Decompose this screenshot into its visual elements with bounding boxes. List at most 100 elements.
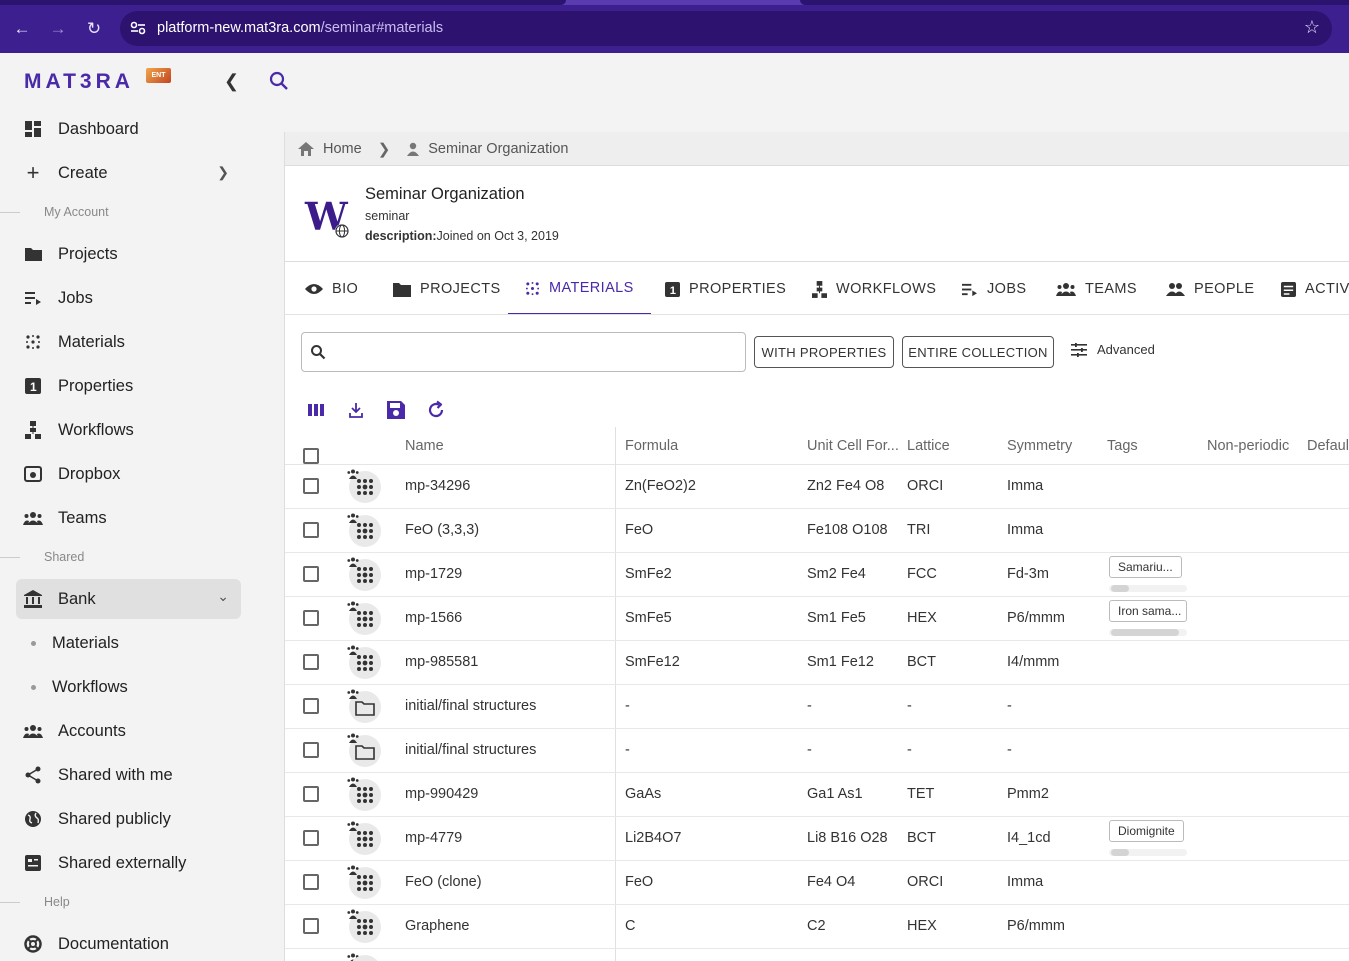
sidebar-item-teams[interactable]: Teams <box>16 498 241 538</box>
sidebar-subitem-materials[interactable]: Materials <box>16 623 241 663</box>
advanced-filter-button[interactable]: Advanced <box>1071 342 1155 357</box>
col-symmetry[interactable]: Symmetry <box>1007 438 1072 454</box>
table-row[interactable]: mp-34296 Zn(FeO2)2 Zn2 Fe4 O8 ORCI Imma <box>285 465 1349 509</box>
col-default[interactable]: Default <box>1307 438 1349 454</box>
col-formula[interactable]: Formula <box>625 438 678 454</box>
home-icon <box>297 142 315 156</box>
sidebar-subitem-workflows[interactable]: Workflows <box>16 667 241 707</box>
sidebar-item-label: Workflows <box>58 421 134 440</box>
row-checkbox[interactable] <box>303 566 319 582</box>
sidebar-item-jobs[interactable]: Jobs <box>16 278 241 318</box>
row-checkbox[interactable] <box>303 874 319 890</box>
cell-name[interactable]: mp-34296 <box>405 478 470 494</box>
entire-collection-button[interactable]: ENTIRE COLLECTION <box>902 336 1054 368</box>
global-search-icon[interactable] <box>268 70 290 92</box>
bookmark-star-icon[interactable]: ☆ <box>1304 17 1320 38</box>
col-name[interactable]: Name <box>405 438 444 454</box>
tab-label: JOBS <box>987 281 1026 297</box>
table-row[interactable]: Graphene C C2 HEX P6/mmm <box>285 905 1349 949</box>
tab-people[interactable]: PEOPLE <box>1166 263 1254 315</box>
search-input[interactable] <box>336 341 736 363</box>
cell-name[interactable]: initial/final structures <box>405 698 536 714</box>
table-row-partial[interactable] <box>285 949 1349 961</box>
tab-jobs[interactable]: JOBS <box>961 263 1026 315</box>
collapse-sidebar-icon[interactable]: ❮ <box>224 71 239 92</box>
cell-unit-cell: Sm1 Fe12 <box>807 654 874 670</box>
sidebar-item-bank[interactable]: Bank ⌄ <box>16 579 241 619</box>
tab-activity[interactable]: ACTIVI <box>1281 263 1349 315</box>
table-row[interactable]: mp-4779 Li2B4O7 Li8 B16 O28 BCT I4_1cd Diomig… <box>285 817 1349 861</box>
download-icon[interactable] <box>345 399 367 421</box>
site-settings-icon[interactable] <box>128 18 148 38</box>
row-checkbox[interactable] <box>303 742 319 758</box>
sidebar-item-dropbox[interactable]: Dropbox <box>16 454 241 494</box>
sidebar-item-materials[interactable]: Materials <box>16 322 241 362</box>
sidebar-item-dashboard[interactable]: Dashboard <box>16 109 241 149</box>
tag-chip[interactable]: Samariu... <box>1109 556 1182 578</box>
tab-teams[interactable]: TEAMS <box>1056 263 1137 315</box>
row-checkbox[interactable] <box>303 478 319 494</box>
col-non-periodic[interactable]: Non-periodic <box>1207 438 1289 454</box>
sidebar-item-properties[interactable]: 1 Properties <box>16 366 241 406</box>
cell-name[interactable]: Graphene <box>405 918 470 934</box>
cell-name[interactable]: mp-1729 <box>405 566 462 582</box>
col-lattice[interactable]: Lattice <box>907 438 950 454</box>
tab-workflows[interactable]: WORKFLOWS <box>812 263 936 315</box>
table-row[interactable]: FeO (clone) FeO Fe4 O4 ORCI Imma <box>285 861 1349 905</box>
tab-bio[interactable]: BIO <box>305 263 358 315</box>
tab-projects[interactable]: PROJECTS <box>393 263 501 315</box>
breadcrumb-home[interactable]: Home <box>323 141 362 157</box>
reload-icon[interactable]: ↻ <box>83 18 105 40</box>
sidebar-item-shared-externally[interactable]: Shared externally <box>16 843 241 883</box>
cell-name[interactable]: FeO (clone) <box>405 874 482 890</box>
tag-chip[interactable]: Diomignite <box>1109 820 1184 842</box>
tag-scrollbar-thumb[interactable] <box>1111 849 1129 856</box>
columns-icon[interactable] <box>305 399 327 421</box>
address-bar[interactable]: platform-new.mat3ra.com/seminar#material… <box>120 11 1332 46</box>
table-row[interactable]: mp-985581 SmFe12 Sm1 Fe12 BCT I4/mmm <box>285 641 1349 685</box>
breadcrumb-org[interactable]: Seminar Organization <box>428 141 568 157</box>
sidebar-item-create[interactable]: + Create ❯ <box>16 153 241 193</box>
cell-name[interactable]: mp-985581 <box>405 654 478 670</box>
tab-properties[interactable]: 1 PROPERTIES <box>665 263 786 315</box>
sidebar-item-projects[interactable]: Projects <box>16 234 241 274</box>
table-row[interactable]: mp-1729 SmFe2 Sm2 Fe4 FCC Fd-3m Samariu... <box>285 553 1349 597</box>
row-checkbox[interactable] <box>303 522 319 538</box>
cell-name[interactable]: FeO (3,3,3) <box>405 522 479 538</box>
refresh-icon[interactable] <box>425 399 447 421</box>
tag-chip[interactable]: Iron sama... <box>1109 600 1187 622</box>
cell-name[interactable]: initial/final structures <box>405 742 536 758</box>
tag-scrollbar-thumb[interactable] <box>1111 585 1129 592</box>
sidebar-item-shared-with-me[interactable]: Shared with me <box>16 755 241 795</box>
sidebar-item-workflows[interactable]: Workflows <box>16 410 241 450</box>
cell-name[interactable]: mp-1566 <box>405 610 462 626</box>
table-row[interactable]: initial/final structures - - - - <box>285 685 1349 729</box>
row-checkbox[interactable] <box>303 830 319 846</box>
table-row[interactable]: initial/final structures - - - - <box>285 729 1349 773</box>
row-checkbox[interactable] <box>303 610 319 626</box>
cell-symmetry: Imma <box>1007 522 1043 538</box>
sidebar-item-documentation[interactable]: Documentation <box>16 924 241 961</box>
row-checkbox[interactable] <box>303 698 319 714</box>
row-checkbox[interactable] <box>303 654 319 670</box>
forward-icon[interactable]: → <box>47 18 69 40</box>
sidebar-item-accounts[interactable]: Accounts <box>16 711 241 751</box>
cell-name[interactable]: mp-990429 <box>405 786 478 802</box>
table-row[interactable]: mp-1566 SmFe5 Sm1 Fe5 HEX P6/mmm Iron sama... <box>285 597 1349 641</box>
save-icon[interactable] <box>385 399 407 421</box>
cell-name[interactable]: mp-4779 <box>405 830 462 846</box>
table-row[interactable]: mp-990429 GaAs Ga1 As1 TET Pmm2 <box>285 773 1349 817</box>
tab-materials[interactable]: MATERIALS <box>508 263 651 315</box>
row-checkbox[interactable] <box>303 918 319 934</box>
tag-scrollbar-thumb[interactable] <box>1111 629 1179 636</box>
with-properties-button[interactable]: WITH PROPERTIES <box>754 336 894 368</box>
col-unit-cell[interactable]: Unit Cell For... <box>807 438 899 454</box>
cell-lattice: BCT <box>907 830 936 846</box>
row-checkbox[interactable] <box>303 786 319 802</box>
back-icon[interactable]: ← <box>11 18 33 40</box>
sidebar-item-shared-publicly[interactable]: Shared publicly <box>16 799 241 839</box>
table-row[interactable]: FeO (3,3,3) FeO Fe108 O108 TRI Imma <box>285 509 1349 553</box>
logo[interactable]: MAT3RA <box>24 70 134 94</box>
col-tags[interactable]: Tags <box>1107 438 1138 454</box>
org-header: W Seminar Organization seminar descripti… <box>285 166 1349 262</box>
